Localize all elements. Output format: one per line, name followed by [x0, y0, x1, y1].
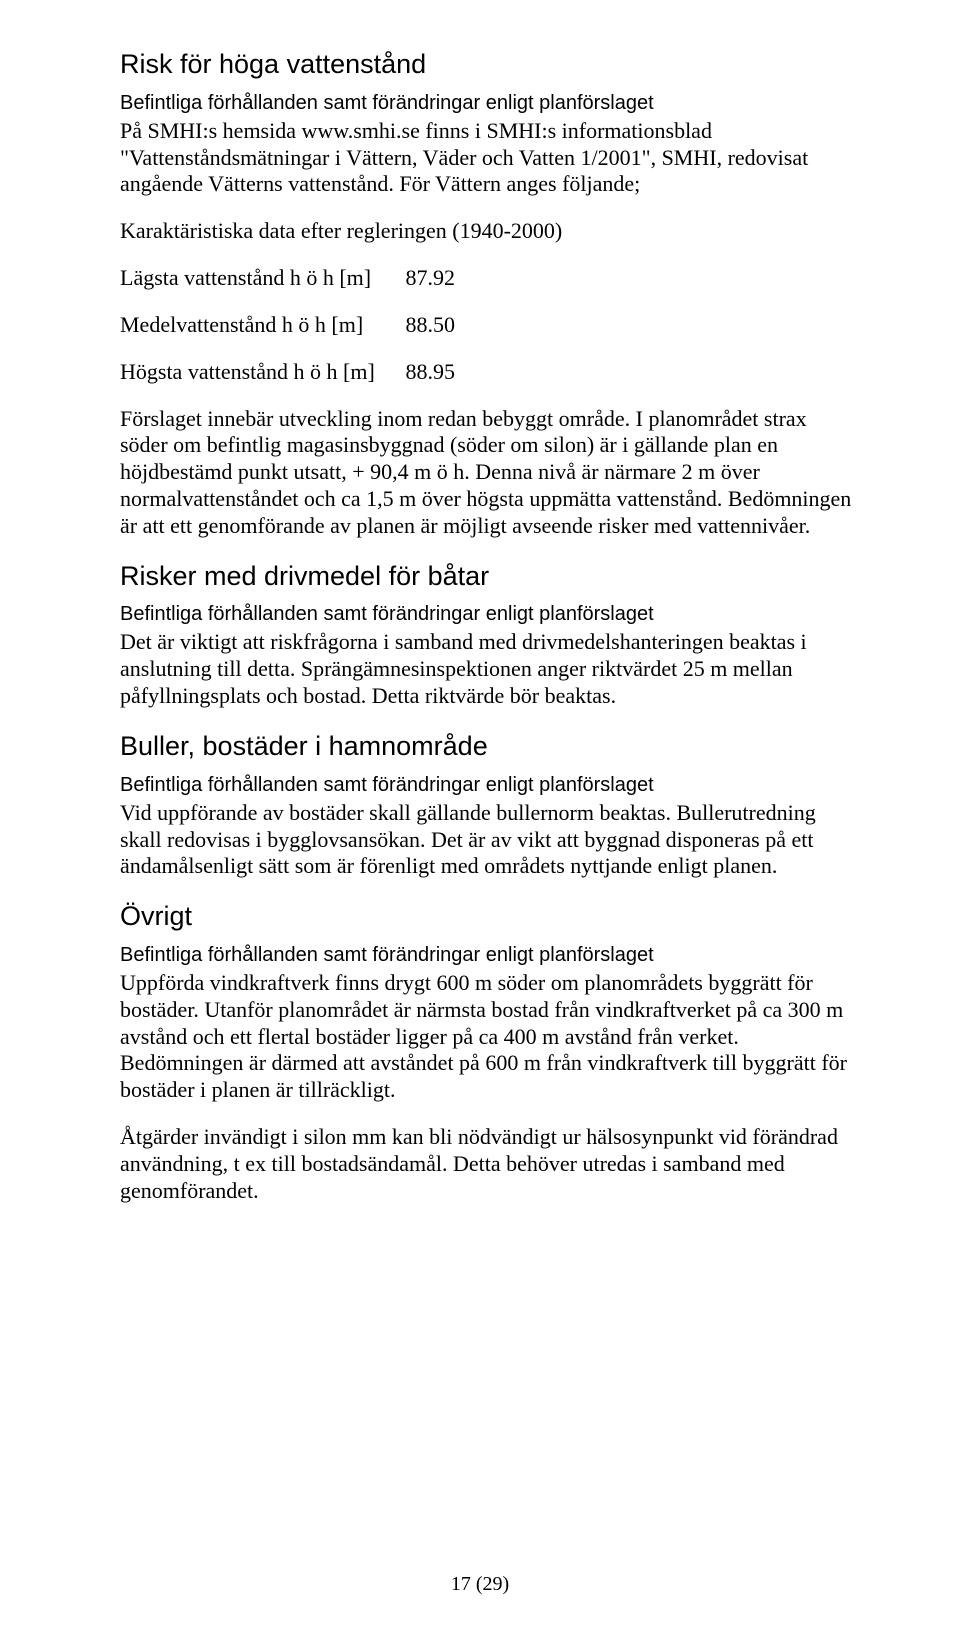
- section-heading: Övrigt: [120, 900, 855, 934]
- water-level-label: Lägsta vattenstånd h ö h [m]: [120, 265, 400, 292]
- section-subheading: Befintliga förhållanden samt förändringa…: [120, 942, 855, 968]
- section-subheading: Befintliga förhållanden samt förändringa…: [120, 601, 855, 627]
- data-caption: Karaktäristiska data efter regleringen (…: [120, 218, 855, 245]
- water-level-value: 87.92: [406, 265, 456, 292]
- section-paragraph: Förslaget innebär utveckling inom redan …: [120, 406, 855, 540]
- section-heading: Buller, bostäder i hamnområde: [120, 730, 855, 764]
- page-number: 17 (29): [0, 1573, 960, 1596]
- section-heading: Risker med drivmedel för båtar: [120, 560, 855, 594]
- water-level-label: Högsta vattenstånd h ö h [m]: [120, 359, 400, 386]
- water-level-row: Högsta vattenstånd h ö h [m] 88.95: [120, 359, 855, 386]
- document-page: Risk för höga vattenstånd Befintliga för…: [0, 0, 960, 1630]
- water-level-value: 88.95: [406, 359, 456, 386]
- section-heading: Risk för höga vattenstånd: [120, 48, 855, 82]
- water-level-value: 88.50: [406, 312, 456, 339]
- section-subheading: Befintliga förhållanden samt förändringa…: [120, 90, 855, 116]
- water-level-row: Lägsta vattenstånd h ö h [m] 87.92: [120, 265, 855, 292]
- section-subheading: Befintliga förhållanden samt förändringa…: [120, 772, 855, 798]
- section-paragraph: Det är viktigt att riskfrågorna i samban…: [120, 629, 855, 709]
- water-level-row: Medelvattenstånd h ö h [m] 88.50: [120, 312, 855, 339]
- section-intro: På SMHI:s hemsida www.smhi.se finns i SM…: [120, 118, 855, 198]
- section-paragraph: Vid uppförande av bostäder skall gälland…: [120, 800, 855, 880]
- section-paragraph: Uppförda vindkraftverk finns drygt 600 m…: [120, 970, 855, 1104]
- water-level-label: Medelvattenstånd h ö h [m]: [120, 312, 400, 339]
- section-paragraph: Åtgärder invändigt i silon mm kan bli nö…: [120, 1124, 855, 1204]
